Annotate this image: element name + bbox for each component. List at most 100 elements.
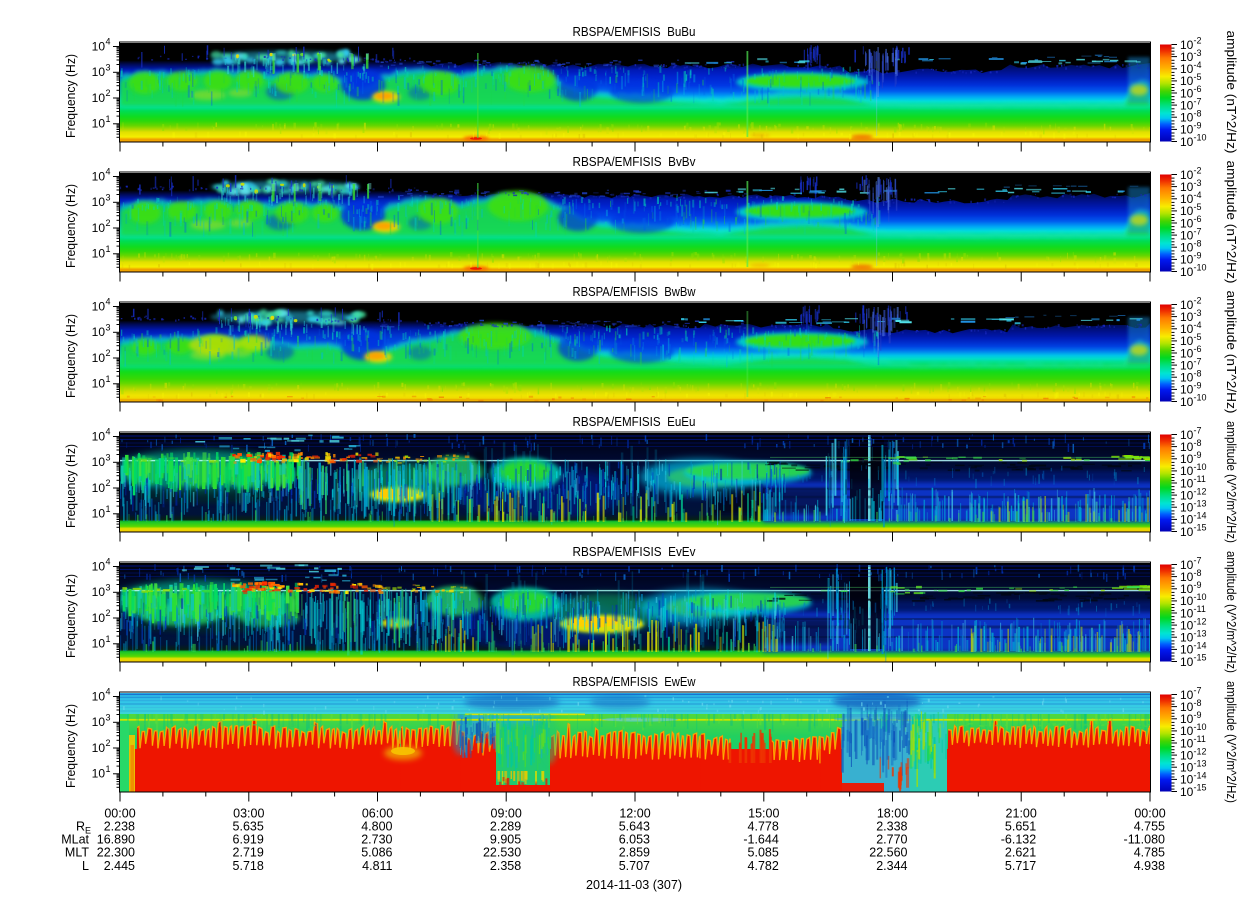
svg-text:3: 3 (106, 583, 111, 593)
svg-text:5.651: 5.651 (1005, 820, 1036, 834)
svg-text:RBSPA/EMFISIS EvEv: RBSPA/EMFISIS EvEv (573, 544, 696, 559)
svg-text:2: 2 (106, 88, 111, 98)
svg-text:-10: -10 (1194, 133, 1207, 143)
svg-text:4.800: 4.800 (361, 820, 392, 834)
svg-text:10: 10 (1180, 525, 1194, 539)
svg-text:10: 10 (1180, 570, 1194, 584)
svg-text:-7: -7 (1194, 356, 1202, 366)
svg-text:-8: -8 (1194, 109, 1202, 119)
svg-text:4.938: 4.938 (1134, 859, 1165, 873)
svg-text:10: 10 (1180, 513, 1194, 527)
svg-text:10: 10 (1180, 228, 1194, 242)
svg-text:10: 10 (1180, 501, 1194, 515)
svg-text:-15: -15 (1194, 783, 1207, 793)
svg-text:4: 4 (106, 427, 111, 437)
svg-text:4: 4 (106, 37, 111, 47)
svg-text:-10: -10 (1194, 263, 1207, 273)
svg-text:10: 10 (92, 325, 106, 339)
svg-text:10: 10 (92, 65, 106, 79)
svg-text:3: 3 (106, 323, 111, 333)
svg-text:-10: -10 (1194, 722, 1207, 732)
svg-text:10: 10 (92, 715, 106, 729)
svg-text:00:00: 00:00 (104, 807, 135, 821)
svg-text:10: 10 (92, 39, 106, 53)
svg-text:-7: -7 (1194, 426, 1202, 436)
svg-text:RBSPA/EMFISIS BwBw: RBSPA/EMFISIS BwBw (573, 284, 697, 299)
svg-text:MLT: MLT (65, 846, 89, 860)
svg-text:10: 10 (1180, 724, 1194, 738)
svg-text:2: 2 (106, 478, 111, 488)
svg-text:4.755: 4.755 (1134, 820, 1165, 834)
svg-text:10: 10 (92, 351, 106, 365)
svg-text:5.086: 5.086 (361, 846, 392, 860)
svg-text:2.719: 2.719 (233, 846, 264, 860)
svg-text:10: 10 (1180, 712, 1194, 726)
svg-text:3: 3 (106, 63, 111, 73)
svg-text:RBSPA/EMFISIS BvBv: RBSPA/EMFISIS BvBv (573, 154, 696, 169)
svg-text:10: 10 (1180, 111, 1194, 125)
svg-text:amplitude (V^2/m^2/Hz): amplitude (V^2/m^2/Hz) (1224, 421, 1239, 543)
svg-text:10: 10 (1180, 594, 1194, 608)
svg-text:-9: -9 (1194, 710, 1202, 720)
svg-text:1: 1 (106, 634, 111, 644)
svg-text:1: 1 (106, 244, 111, 254)
svg-text:10: 10 (1180, 62, 1194, 76)
svg-text:-5: -5 (1194, 202, 1202, 212)
svg-text:10: 10 (92, 585, 106, 599)
svg-text:-4: -4 (1194, 320, 1202, 330)
svg-text:3: 3 (106, 713, 111, 723)
svg-text:2.338: 2.338 (876, 820, 907, 834)
svg-text:-7: -7 (1194, 556, 1202, 566)
svg-text:-10: -10 (1194, 462, 1207, 472)
svg-text:10: 10 (1180, 773, 1194, 787)
svg-text:12:00: 12:00 (619, 807, 650, 821)
svg-text:-3: -3 (1194, 48, 1202, 58)
svg-text:2.730: 2.730 (361, 833, 392, 847)
svg-text:-13: -13 (1194, 498, 1207, 508)
svg-text:10: 10 (1180, 464, 1194, 478)
svg-text:2: 2 (106, 738, 111, 748)
svg-text:4.785: 4.785 (1134, 846, 1165, 860)
svg-text:03:00: 03:00 (233, 807, 264, 821)
svg-text:10: 10 (92, 481, 106, 495)
svg-text:2.238: 2.238 (104, 820, 135, 834)
svg-text:5.085: 5.085 (748, 846, 779, 860)
svg-text:4: 4 (106, 297, 111, 307)
svg-text:Frequency (Hz): Frequency (Hz) (63, 574, 78, 658)
svg-text:L: L (82, 859, 89, 873)
svg-text:-12: -12 (1194, 486, 1207, 496)
svg-text:5.643: 5.643 (619, 820, 650, 834)
svg-text:18:00: 18:00 (877, 807, 908, 821)
svg-text:10: 10 (1180, 216, 1194, 230)
svg-text:10: 10 (1180, 452, 1194, 466)
svg-text:10: 10 (1180, 86, 1194, 100)
svg-text:-5: -5 (1194, 72, 1202, 82)
svg-text:10: 10 (92, 637, 106, 651)
svg-text:10: 10 (1180, 50, 1194, 64)
svg-text:4.811: 4.811 (362, 859, 392, 873)
svg-text:10: 10 (1180, 488, 1194, 502)
svg-text:-4: -4 (1194, 60, 1202, 70)
svg-text:10: 10 (1180, 371, 1194, 385)
svg-text:amplitude (nT^2/Hz): amplitude (nT^2/Hz) (1224, 161, 1239, 284)
svg-text:-14: -14 (1194, 511, 1207, 521)
svg-text:RBSPA/EMFISIS BuBu: RBSPA/EMFISIS BuBu (573, 24, 696, 39)
svg-text:10: 10 (1180, 38, 1194, 52)
svg-text:10: 10 (1180, 192, 1194, 206)
svg-text:10: 10 (1180, 785, 1194, 799)
svg-text:-4: -4 (1194, 190, 1202, 200)
svg-text:21:00: 21:00 (1006, 807, 1037, 821)
svg-text:-9: -9 (1194, 580, 1202, 590)
svg-text:-3: -3 (1194, 178, 1202, 188)
svg-text:-9: -9 (1194, 251, 1202, 261)
svg-text:10: 10 (1180, 322, 1194, 336)
svg-text:10: 10 (1180, 395, 1194, 409)
svg-text:-11: -11 (1194, 604, 1206, 614)
svg-text:10: 10 (1180, 655, 1194, 669)
svg-text:16.890: 16.890 (97, 833, 135, 847)
svg-text:10: 10 (92, 741, 106, 755)
svg-text:R: R (76, 820, 85, 834)
svg-text:-2: -2 (1194, 166, 1202, 176)
svg-text:10: 10 (1180, 618, 1194, 632)
svg-text:10: 10 (1180, 204, 1194, 218)
